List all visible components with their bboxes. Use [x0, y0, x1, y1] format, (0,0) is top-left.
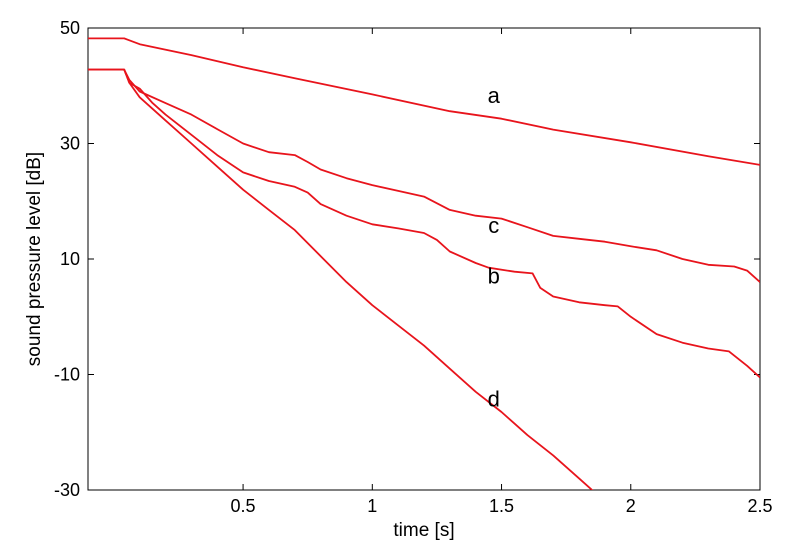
series-line-b [88, 68, 760, 379]
curve-label-a: a [488, 83, 501, 108]
y-axis-label: sound pressure level [dB] [24, 152, 45, 366]
x-tick-label: 1.5 [489, 496, 514, 516]
y-tick-label: -10 [54, 365, 80, 385]
series-line-d [88, 68, 594, 490]
x-tick-label: 2 [626, 496, 636, 516]
curve-label-c: c [488, 213, 499, 238]
axis-ticks: 0.5 1 1.5 2 2.5 -30 -10 10 30 50 [54, 18, 773, 516]
y-tick-label: 50 [60, 18, 80, 38]
x-tick-label: 2.5 [747, 496, 772, 516]
curve-labels: a cb d [488, 83, 501, 411]
x-tick-label: 1 [367, 496, 377, 516]
x-axis-label: time [s] [393, 520, 454, 541]
curve-label-d: d [488, 386, 500, 411]
x-tick-label: 0.5 [231, 496, 256, 516]
series-group [88, 37, 760, 490]
plot-area [87, 27, 761, 491]
curve-label-b: b [488, 263, 500, 288]
y-tick-label: 30 [60, 134, 80, 154]
y-tick-label: 10 [60, 249, 80, 269]
series-line-a [88, 37, 760, 166]
y-tick-label: -30 [54, 480, 80, 500]
series-line-c [88, 68, 760, 283]
